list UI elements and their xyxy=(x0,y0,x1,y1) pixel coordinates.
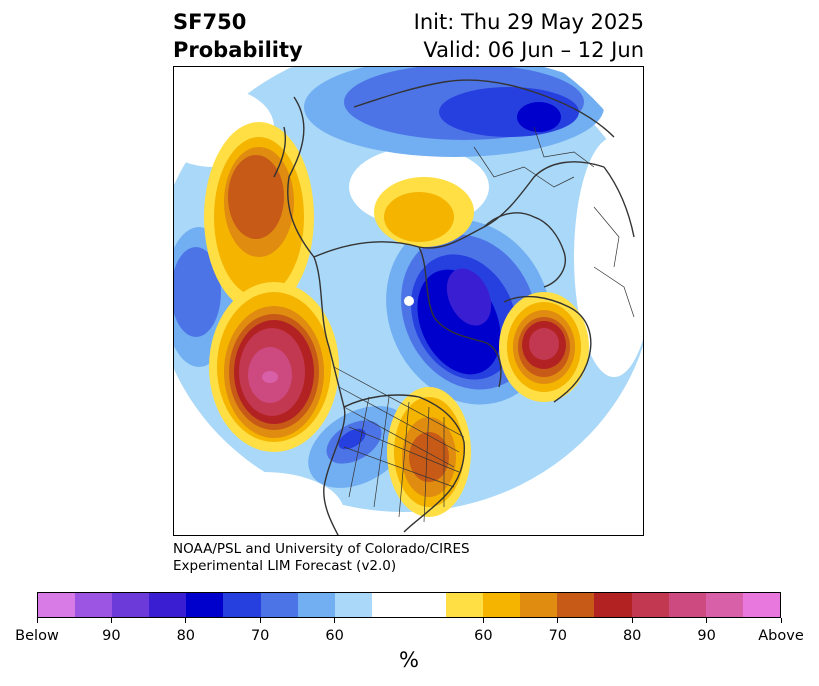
colorbar-segment xyxy=(223,593,261,617)
positive-region-europe xyxy=(499,292,589,402)
colorbar-tick xyxy=(482,618,484,623)
variable-name: SF750 xyxy=(173,10,247,34)
colorbar-segment xyxy=(594,593,632,617)
credit-line-1: NOAA/PSL and University of Colorado/CIRE… xyxy=(173,541,470,557)
colorbar-tick-label: Below xyxy=(15,628,59,644)
probability-fields xyxy=(174,67,643,535)
colorbar-segment xyxy=(631,593,669,617)
negative-region-north xyxy=(304,67,604,157)
colorbar-segment xyxy=(260,593,298,617)
political-borders xyxy=(333,126,635,523)
positive-region-alaska xyxy=(374,177,474,247)
colorbar-segment xyxy=(520,593,558,617)
colorbar-tick-label: 60 xyxy=(325,628,344,644)
colorbar-segment xyxy=(408,593,447,617)
colorbar-tick xyxy=(557,618,559,623)
colorbar-segment xyxy=(371,593,409,617)
colorbar-segment xyxy=(705,593,743,617)
colorbar-tick-label: 60 xyxy=(474,628,493,644)
colorbar-ticks xyxy=(36,618,782,628)
colorbar xyxy=(37,592,781,618)
colorbar-segment xyxy=(446,593,484,617)
colorbar-tick-label: 90 xyxy=(102,628,121,644)
title-right: Init: Thu 29 May 2025 Valid: 06 Jun – 12… xyxy=(414,8,644,64)
colorbar-tick xyxy=(631,618,633,623)
credit-text: NOAA/PSL and University of Colorado/CIRE… xyxy=(173,541,470,575)
colorbar-segment xyxy=(149,593,187,617)
colorbar-tick xyxy=(259,618,261,623)
colorbar-segment xyxy=(668,593,706,617)
colorbar-tick-label: 70 xyxy=(548,628,568,644)
valid-period: Valid: 06 Jun – 12 Jun xyxy=(423,38,644,62)
colorbar-segment xyxy=(483,593,521,617)
colorbar-unit: % xyxy=(399,648,419,672)
positive-region-north-pacific xyxy=(204,122,314,312)
credit-line-2: Experimental LIM Forecast (v2.0) xyxy=(173,558,397,574)
colorbar-tick xyxy=(706,618,708,623)
coastlines xyxy=(273,79,635,535)
colorbar-segment xyxy=(75,593,113,617)
colorbar-tick-label: 80 xyxy=(622,628,642,644)
colorbar-segment xyxy=(186,593,224,617)
colorbar-segment xyxy=(334,593,372,617)
colorbar-tick-label: 70 xyxy=(250,628,270,644)
colorbar-tick xyxy=(110,618,112,623)
colorbar-segment xyxy=(38,593,76,617)
probability-map-svg xyxy=(174,67,643,535)
colorbar-tick xyxy=(36,618,38,623)
colorbar-tick-label: 90 xyxy=(697,628,716,644)
forecast-map xyxy=(173,66,644,536)
colorbar-segment xyxy=(557,593,595,617)
colorbar-tick xyxy=(185,618,187,623)
product-name: Probability xyxy=(173,38,303,62)
colorbar-segment xyxy=(112,593,150,617)
positive-region-east-pacific xyxy=(209,282,339,452)
colorbar-tick xyxy=(334,618,336,623)
colorbar-segment xyxy=(742,593,780,617)
positive-region-eastern-us xyxy=(387,387,471,517)
colorbar-tick-label: 80 xyxy=(176,628,196,644)
init-date: Init: Thu 29 May 2025 xyxy=(413,10,644,34)
title-left: SF750 Probability xyxy=(173,8,303,64)
colorbar-tick-label: Above xyxy=(758,628,804,644)
colorbar-tick xyxy=(780,618,782,623)
colorbar-segment xyxy=(297,593,335,617)
